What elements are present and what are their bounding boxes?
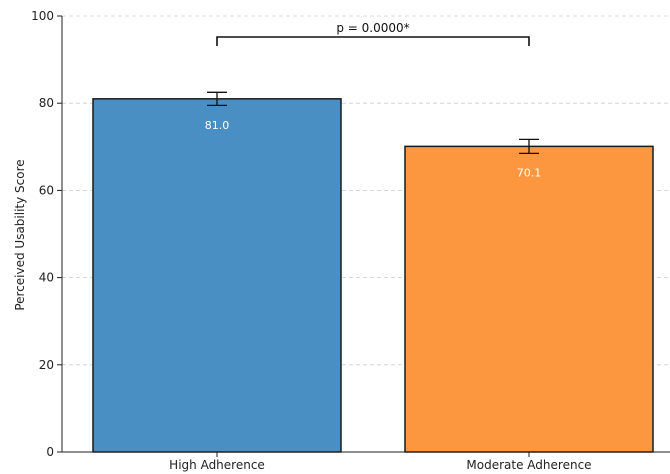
- y-axis-label: Perceived Usability Score: [13, 159, 27, 310]
- significance-label: p = 0.0000*: [336, 21, 409, 35]
- bars: 81.0 70.1: [93, 99, 653, 452]
- x-tick-label-1: Moderate Adherence: [466, 458, 591, 472]
- y-tick-label-0: 0: [46, 445, 54, 459]
- y-tick-label-100: 100: [31, 9, 54, 23]
- y-tick-label-20: 20: [39, 358, 54, 372]
- significance-line: [217, 37, 529, 46]
- y-tick-label-80: 80: [39, 96, 54, 110]
- bar-value-label-0: 81.0: [205, 119, 230, 132]
- x-tick-label-0: High Adherence: [169, 458, 265, 472]
- y-tick-label-40: 40: [39, 271, 54, 285]
- significance-bracket: p = 0.0000*: [217, 21, 529, 46]
- bar-1: [405, 146, 653, 452]
- bar-0: [93, 99, 341, 452]
- bar-value-label-1: 70.1: [517, 166, 542, 179]
- y-tick-label-60: 60: [39, 183, 54, 197]
